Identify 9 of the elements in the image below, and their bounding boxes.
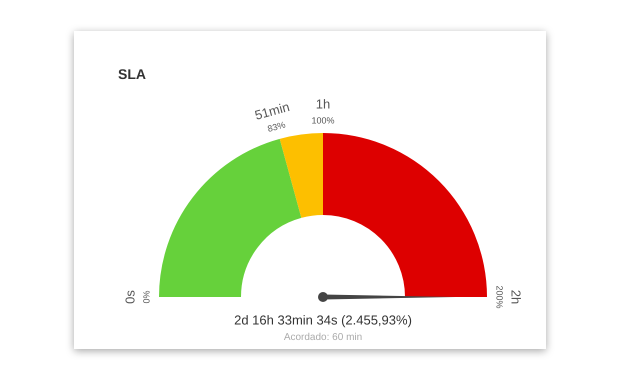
text: 0% (141, 290, 152, 304)
chart-title: SLA (118, 66, 146, 82)
text: 0s (122, 290, 138, 304)
text: 2d 16h 33min 34s (2.455,93%) (234, 312, 412, 328)
text: 100% (311, 115, 335, 126)
slice-label: 1h (316, 96, 330, 112)
slice-label: 2h (508, 290, 524, 304)
text: 200% (494, 285, 505, 309)
text: Acordado: 60 min (284, 332, 362, 343)
